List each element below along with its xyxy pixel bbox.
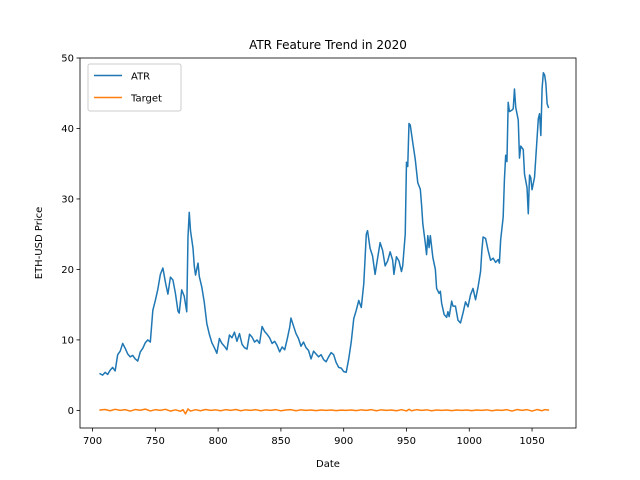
- x-tick-label: 700: [83, 436, 102, 447]
- legend: ATR Target: [87, 63, 182, 112]
- x-tick-label: 800: [209, 436, 228, 447]
- chart-title: ATR Feature Trend in 2020: [249, 38, 407, 52]
- series-line-target: [99, 408, 550, 415]
- y-tick-label: 50: [61, 54, 74, 65]
- y-tick-label: 0: [68, 406, 74, 417]
- x-tick-label: 900: [334, 436, 353, 447]
- y-tick-label: 10: [61, 335, 74, 346]
- x-tick-label: 750: [146, 436, 165, 447]
- y-tick-label: 40: [61, 124, 74, 135]
- x-tick-label: 1050: [519, 436, 544, 447]
- y-tick-label: 30: [61, 194, 74, 205]
- x-tick-label: 1000: [457, 436, 482, 447]
- x-axis-label: Date: [316, 459, 340, 470]
- axes-layer: 700 750 800 850 900 950 1000 1050 0 10 20 30 40 50: [61, 54, 577, 447]
- y-tick-label: 20: [61, 265, 74, 276]
- plot-area: [80, 58, 576, 428]
- y-axis-label: ETH-USD Price: [34, 207, 45, 280]
- legend-label-target: Target: [130, 94, 162, 105]
- x-tick-label: 850: [271, 436, 290, 447]
- legend-label-atr: ATR: [131, 72, 150, 83]
- series-line-atr: [99, 72, 550, 376]
- series-layer: [99, 72, 550, 415]
- x-tick-label: 950: [397, 436, 416, 447]
- plot-frame: [79, 57, 577, 429]
